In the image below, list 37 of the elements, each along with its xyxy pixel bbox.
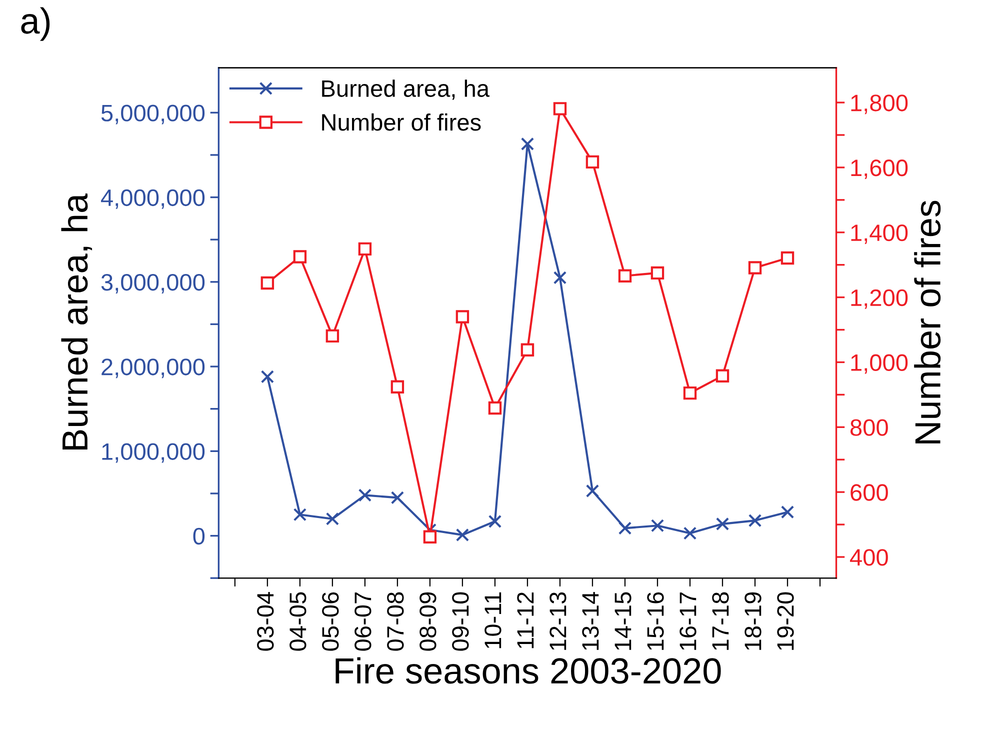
y-tick-label: 4,000,000 xyxy=(100,189,205,209)
y-tick-label: 3,000,000 xyxy=(101,274,205,294)
y2-tick-label: 1,600 xyxy=(851,160,908,180)
x-tick-label: 12-13 xyxy=(550,592,566,650)
y-tick-label: 2,000,000 xyxy=(102,358,205,378)
x-tick-label: 06-07 xyxy=(354,592,372,651)
x-tick-label: 11-12 xyxy=(517,592,534,648)
y-tick-label: 0 xyxy=(193,528,205,545)
y2-axis-title: Number of fires xyxy=(914,200,941,444)
x-tick-label: 07-08 xyxy=(387,592,404,651)
y2-tick-label: 1,200 xyxy=(851,289,908,309)
x-tick-label: 19-20 xyxy=(777,592,794,650)
x-tick-label: 17-18 xyxy=(712,592,729,650)
x-tick-label: 14-15 xyxy=(614,592,632,650)
x-tick-label: 05-06 xyxy=(322,592,339,651)
y2-tick-label: 800 xyxy=(850,419,888,436)
x-tick-label: 18-19 xyxy=(744,592,762,650)
x-tick-label: 16-17 xyxy=(680,592,696,650)
y2-tick-label: 1,400 xyxy=(851,224,908,244)
x-tick-label: 04-05 xyxy=(290,592,306,651)
y-tick-label: 1,000,000 xyxy=(102,443,205,463)
x-axis-title: Fire seasons 2003-2020 xyxy=(336,657,721,684)
text: a) xyxy=(21,7,50,41)
y2-tick-label: 1,000 xyxy=(851,354,908,374)
x-tick-label: 03-04 xyxy=(257,592,274,651)
x-tick-label: 10-11 xyxy=(484,592,502,648)
y2-tick-label: 1,800 xyxy=(851,94,908,114)
x-tick-label: 08-09 xyxy=(420,592,436,651)
y2-tick-label: 600 xyxy=(850,484,888,501)
y-axis-title: Burned area, ha xyxy=(61,193,92,450)
legend-label: Burned area, ha xyxy=(322,80,490,100)
x-tick-label: 13-14 xyxy=(582,592,599,650)
y-tick-label: 5,000,000 xyxy=(101,104,205,124)
x-tick-label: 09-10 xyxy=(452,592,469,651)
x-tick-label: 15-16 xyxy=(647,592,664,650)
y2-tick-label: 400 xyxy=(850,549,888,566)
legend-label: Number of fires xyxy=(322,113,481,131)
